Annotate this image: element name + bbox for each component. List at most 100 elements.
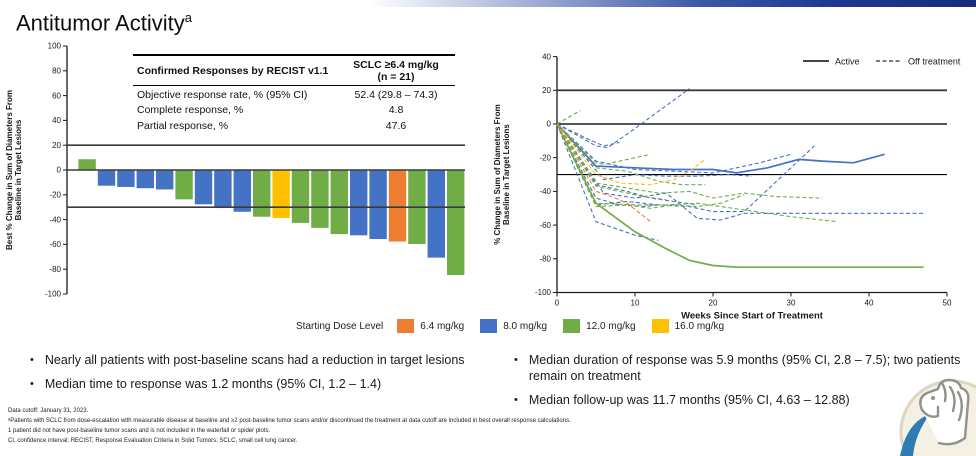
svg-text:-80: -80 (49, 265, 61, 274)
waterfall-bar (426, 169, 446, 259)
waterfall-bar (97, 169, 117, 187)
cohort-line2: (n = 21) (377, 71, 415, 84)
footnote-line: 1 patient did not have post-baseline tum… (8, 427, 271, 434)
footnote-line: ᵃPatients with SCLC from dose-escalation… (8, 417, 571, 424)
spider-series-line (556, 123, 924, 269)
svg-text:30: 30 (787, 299, 796, 308)
response-table-header-cohort: SCLC ≥6.4 mg/kg (n = 21) (337, 55, 455, 87)
response-table-header-title: Confirmed Responses by RECIST v1.1 (133, 55, 337, 87)
spider-series-line (556, 123, 651, 223)
waterfall-bar (271, 169, 291, 219)
waterfall-bar (155, 169, 175, 191)
waterfall-bar (329, 169, 349, 235)
bullet-dot: • (30, 377, 34, 390)
table-row: Partial response, % 47.6 (133, 117, 455, 133)
svg-text:Best % Change in Sum of Diamet: Best % Change in Sum of Diameters FromBa… (5, 90, 23, 250)
dose-legend-item-label: 12.0 mg/kg (586, 320, 636, 332)
bullet-dot: • (514, 354, 518, 366)
waterfall-bar (252, 169, 272, 218)
spider-series-line (556, 123, 667, 201)
svg-text:0: 0 (57, 166, 62, 175)
spider-series-line (556, 123, 792, 174)
dose-legend-item: 6.4 mg/kg (397, 319, 464, 333)
svg-text:-20: -20 (49, 191, 61, 200)
waterfall-bar (232, 169, 252, 213)
svg-text:40: 40 (52, 116, 61, 125)
svg-text:100: 100 (48, 42, 62, 51)
spider-series-line (556, 123, 823, 199)
waterfall-plot-svg: 100 80 60 40 20 0 -20 -40 -60 -80 -100 Best % Chang… (5, 42, 466, 299)
dose-swatch-icon (651, 319, 669, 333)
svg-text:Weeks Since Start of Treatment: Weeks Since Start of Treatment (681, 311, 824, 322)
svg-text:Active: Active (835, 57, 860, 67)
spider-series-line (556, 123, 659, 208)
waterfall-bar (349, 169, 369, 237)
waterfall-chart: 100 80 60 40 20 0 -20 -40 -60 -80 -100 Best % Chang… (0, 40, 480, 312)
waterfall-bar (135, 169, 155, 190)
dose-swatch-icon (480, 319, 498, 333)
svg-text:20: 20 (709, 299, 718, 308)
spider-series-line (556, 123, 838, 223)
spider-series-line (556, 88, 690, 149)
spider-series-line (556, 123, 706, 186)
dose-legend-label: Starting Dose Level (296, 320, 384, 332)
svg-text:60: 60 (52, 91, 61, 100)
bullet-item: • Median time to response was 1.2 months… (30, 376, 510, 393)
spider-series-line (556, 123, 885, 174)
spider-series-line (556, 123, 924, 221)
row-label: Objective response rate, % (95% CI) (137, 88, 308, 101)
waterfall-bar (290, 169, 310, 224)
bullet-text: Median duration of response was 5.9 mont… (528, 353, 961, 384)
waterfall-bar (368, 169, 388, 240)
dose-legend: Starting Dose Level 6.4 mg/kg 8.0 mg/kg … (296, 319, 740, 333)
svg-text:80: 80 (52, 67, 61, 76)
spider-series-line (556, 123, 698, 206)
bullet-text: Median follow-up was 11.7 months (95% CI… (528, 392, 850, 407)
table-row: Complete response, % 4.8 (133, 102, 455, 118)
spider-series-line (556, 123, 620, 147)
spider-series-line (556, 123, 651, 165)
waterfall-bar (446, 169, 466, 276)
svg-text:20: 20 (542, 86, 551, 95)
svg-text:0: 0 (547, 120, 552, 129)
bullet-item: • Median follow-up was 11.7 months (95% … (514, 392, 966, 409)
waterfall-bar (387, 169, 407, 243)
logo-wave-icon (900, 414, 930, 456)
svg-text:0: 0 (555, 299, 560, 308)
row-value: 52.4 (29.8 – 74.3) (354, 88, 438, 101)
footnotes: Data cutoff: January 31, 2023. ᵃPatients… (8, 407, 571, 447)
row-label: Partial response, % (137, 119, 229, 132)
response-table-header-row: Confirmed Responses by RECIST v1.1 SCLC … (133, 55, 455, 87)
waterfall-bar (310, 169, 330, 229)
logo-merlion-head-icon (919, 378, 970, 446)
dose-legend-item-label: 16.0 mg/kg (674, 320, 725, 332)
svg-text:% Change in Sum of Diameters F: % Change in Sum of Diameters FromBaselin… (493, 104, 511, 244)
svg-text:10: 10 (631, 299, 640, 308)
footnote-line: CI, confidence interval; RECIST, Respons… (8, 437, 298, 444)
bullet-item: • Nearly all patients with post-baseline… (30, 352, 510, 369)
spider-series-line (556, 123, 745, 209)
footnote-line: Data cutoff: January 31, 2023. (8, 408, 89, 414)
spider-series-line (556, 110, 581, 125)
spider-chart: 40 20 0 -20 -40 -60 -80 -100 0 10 20 30 40 50 Active Of… (488, 40, 976, 326)
svg-text:-60: -60 (49, 240, 61, 249)
dose-legend-item: 16.0 mg/kg (651, 319, 725, 333)
waterfall-bar (213, 169, 233, 209)
waterfall-bar (116, 169, 136, 188)
bullet-dot: • (514, 393, 518, 406)
row-value: 4.8 (388, 104, 404, 117)
top-accent-bar (370, 0, 976, 7)
waterfall-bar (193, 169, 213, 206)
waterfall-bar (174, 169, 194, 201)
spider-series-line (556, 123, 706, 186)
waterfall-bar (77, 158, 97, 171)
svg-text:-20: -20 (539, 153, 551, 162)
bullet-list-left: • Nearly all patients with post-baseline… (30, 352, 510, 399)
cohort-line1: SCLC ≥6.4 mg/kg (353, 59, 439, 71)
svg-text:-40: -40 (49, 215, 61, 224)
svg-text:20: 20 (52, 141, 61, 150)
page-title-text: Antitumor Activity (16, 10, 185, 36)
bullet-dot: • (30, 354, 34, 366)
svg-text:-100: -100 (45, 290, 62, 299)
